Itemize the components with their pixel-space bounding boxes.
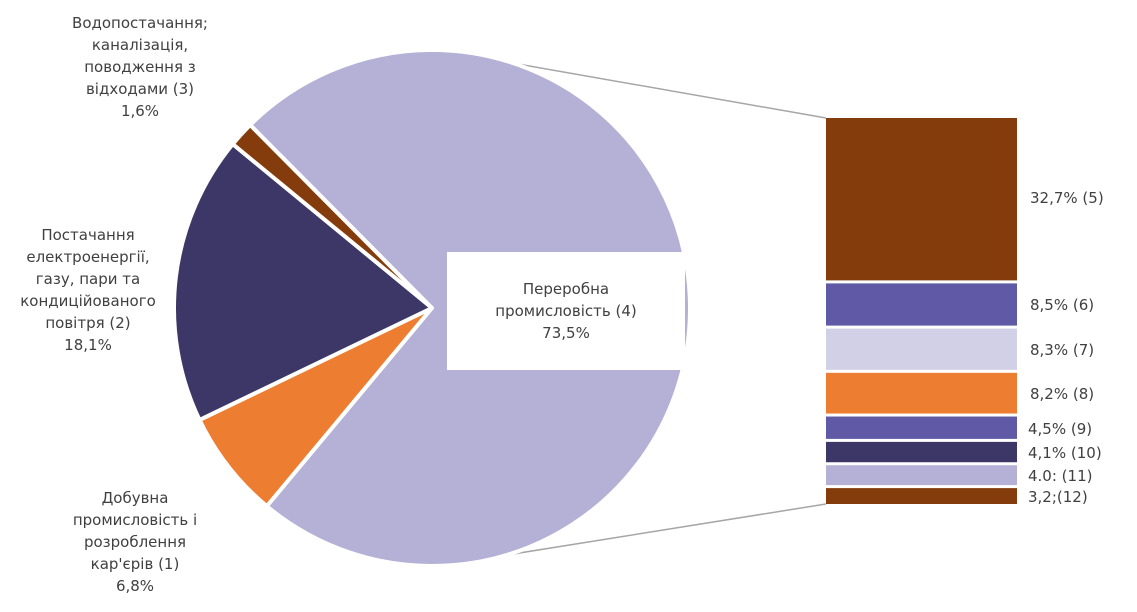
bar-label-5: 32,7% (5) bbox=[1030, 189, 1104, 208]
bar-label-6: 8,5% (6) bbox=[1030, 296, 1095, 315]
bar-label-7: 8,3% (7) bbox=[1030, 341, 1095, 360]
manufacturing-label-line: Переробна bbox=[522, 280, 610, 298]
bar-label-8: 8,2% (8) bbox=[1030, 385, 1095, 404]
stacked-bar bbox=[826, 118, 1017, 504]
bar-segment-12 bbox=[826, 488, 1017, 504]
slice-label-energy-supply: Постачання електроенергії, газу, пари та… bbox=[20, 226, 156, 354]
slice-label-manufacturing: Переробна промисловість (4) 73,5% bbox=[447, 252, 685, 370]
bar-label-9: 4,5% (9) bbox=[1028, 419, 1093, 438]
bar-label-11: 4.0: (11) bbox=[1028, 467, 1093, 486]
bar-segment-6 bbox=[826, 283, 1017, 326]
pie-slice-energy-supply bbox=[172, 142, 434, 422]
slice-label-water-supply: Водопостачання; каналізація, поводження … bbox=[72, 14, 208, 120]
bar-segment-7 bbox=[826, 328, 1017, 370]
bar-segment-5 bbox=[826, 118, 1017, 281]
bar-label-10: 4,1% (10) bbox=[1028, 444, 1102, 463]
slice-label-mining: Добувна промисловість і розроблення кар'… bbox=[72, 489, 198, 595]
manufacturing-value: 73,5% bbox=[542, 324, 590, 342]
bar-segment-11 bbox=[826, 465, 1017, 486]
bar-segment-9 bbox=[826, 416, 1017, 439]
manufacturing-label-line: промисловість (4) bbox=[495, 302, 637, 320]
pie-slice-mining bbox=[197, 306, 434, 509]
bar-segment-8 bbox=[826, 372, 1017, 414]
bar-label-12: 3,2;(12) bbox=[1028, 488, 1088, 507]
bar-segment-10 bbox=[826, 441, 1017, 463]
